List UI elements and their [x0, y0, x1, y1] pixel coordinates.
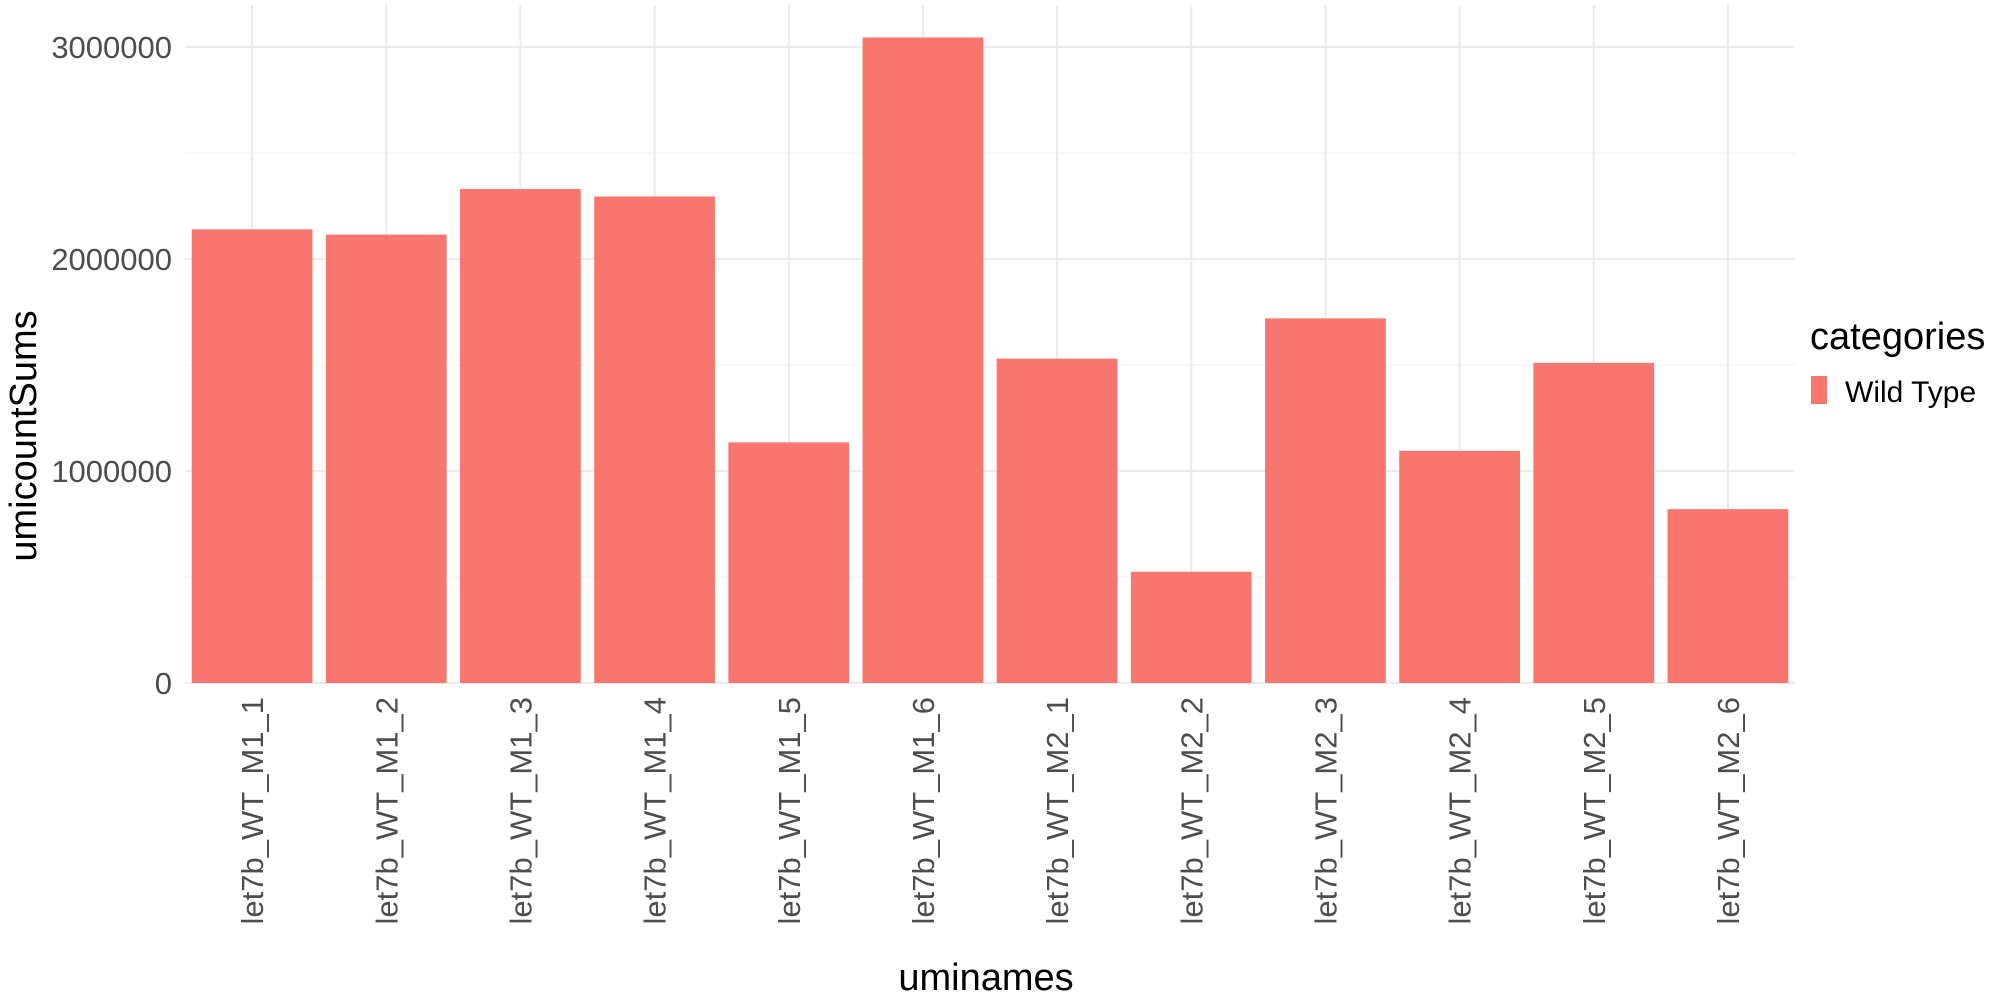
x-tick-label: let7b_WT_M2_6	[1711, 697, 1746, 924]
x-tick-label: let7b_WT_M2_5	[1577, 697, 1612, 924]
x-tick-label: let7b_WT_M1_4	[638, 697, 673, 924]
x-tick-label: let7b_WT_M2_4	[1443, 697, 1478, 924]
bar-let7b_WT_M1_6	[862, 37, 984, 683]
bar-let7b_WT_M1_2	[325, 234, 447, 683]
y-axis-title: umicountSums	[3, 310, 45, 561]
x-tick-label: let7b_WT_M2_2	[1174, 697, 1209, 924]
legend-label-wild-type: Wild Type	[1845, 376, 1976, 409]
bar-let7b_WT_M1_1	[191, 229, 313, 683]
x-tick-label: let7b_WT_M1_1	[235, 697, 270, 924]
x-tick-label: let7b_WT_M1_3	[503, 697, 538, 924]
bar-let7b_WT_M2_1	[996, 358, 1118, 683]
bar-let7b_WT_M2_3	[1265, 318, 1386, 683]
bar-let7b_WT_M1_4	[594, 196, 715, 683]
x-tick-label: let7b_WT_M1_6	[906, 697, 941, 924]
y-tick-label: 2000000	[51, 242, 172, 277]
bar-let7b_WT_M1_3	[460, 189, 581, 684]
bar-let7b_WT_M1_5	[728, 442, 850, 683]
x-axis-title: uminames	[898, 957, 1073, 999]
y-axis-ticks: 0 1000000 2000000 3000000	[51, 30, 172, 701]
x-tick-label: let7b_WT_M2_1	[1040, 697, 1075, 924]
legend: categories Wild Type	[1810, 316, 1985, 409]
bar-let7b_WT_M2_5	[1533, 362, 1655, 683]
bar-let7b_WT_M2_2	[1130, 571, 1252, 683]
x-tick-label: let7b_WT_M1_5	[772, 697, 807, 924]
y-tick-label: 3000000	[51, 30, 172, 65]
legend-key-wild-type	[1811, 376, 1827, 404]
legend-title: categories	[1810, 316, 1985, 358]
bars-layer	[191, 37, 1789, 684]
bar-let7b_WT_M2_6	[1667, 509, 1789, 683]
y-tick-label: 1000000	[51, 454, 172, 489]
y-tick-label: 0	[155, 666, 172, 701]
x-tick-label: let7b_WT_M2_3	[1308, 697, 1343, 924]
x-axis-ticks: let7b_WT_M1_1 let7b_WT_M1_2 let7b_WT_M1_3 l…	[235, 697, 1746, 924]
x-tick-label: let7b_WT_M1_2	[369, 697, 404, 924]
bar-let7b_WT_M2_4	[1399, 450, 1520, 683]
